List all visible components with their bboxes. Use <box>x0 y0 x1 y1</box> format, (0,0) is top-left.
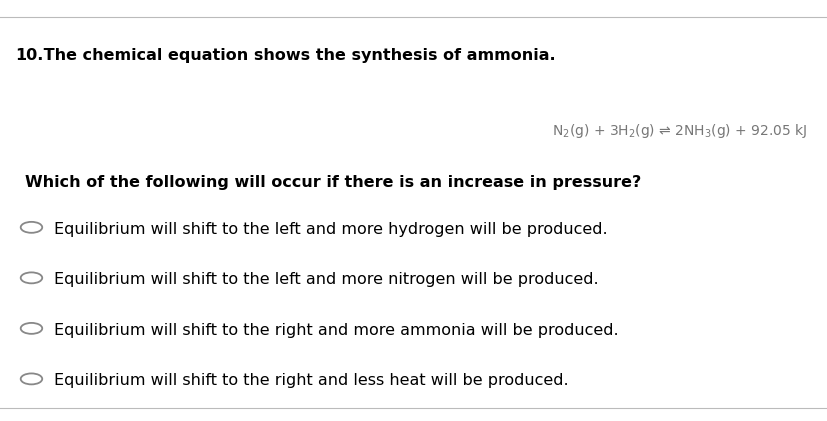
Text: N$_2$(g) + 3H$_2$(g) ⇌ 2NH$_3$(g) + 92.05 kJ: N$_2$(g) + 3H$_2$(g) ⇌ 2NH$_3$(g) + 92.0… <box>552 122 806 140</box>
Text: The chemical equation shows the synthesis of ammonia.: The chemical equation shows the synthesi… <box>38 48 555 64</box>
Text: Equilibrium will shift to the left and more hydrogen will be produced.: Equilibrium will shift to the left and m… <box>54 222 607 237</box>
Text: 10.: 10. <box>15 48 43 64</box>
Text: Equilibrium will shift to the right and less heat will be produced.: Equilibrium will shift to the right and … <box>54 373 568 389</box>
Text: Equilibrium will shift to the left and more nitrogen will be produced.: Equilibrium will shift to the left and m… <box>54 272 598 288</box>
Text: Which of the following will occur if there is an increase in pressure?: Which of the following will occur if the… <box>25 175 640 190</box>
Text: Equilibrium will shift to the right and more ammonia will be produced.: Equilibrium will shift to the right and … <box>54 323 618 338</box>
